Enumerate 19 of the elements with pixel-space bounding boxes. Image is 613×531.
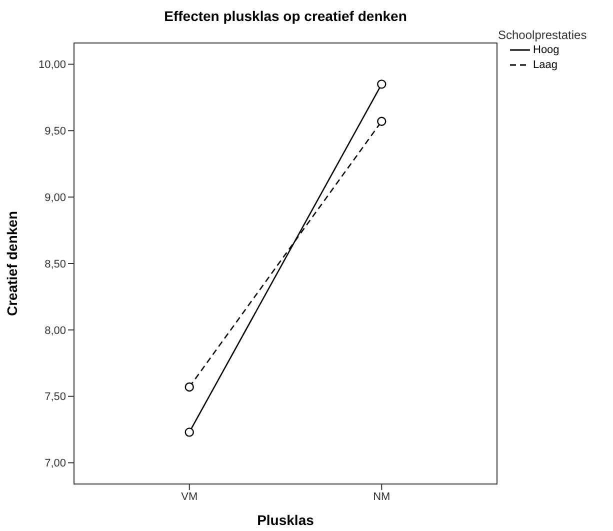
x-tick-label: NM: [373, 490, 390, 503]
point: [377, 116, 386, 126]
y-tick-label: 10,00: [38, 59, 66, 72]
point: [184, 428, 194, 437]
y-tick-label: 9,00: [44, 192, 66, 204]
chart-title: Effecten plusklas op creatief denken: [163, 8, 408, 24]
legend-title: Schoolprestaties: [498, 28, 587, 42]
point: [184, 382, 194, 392]
y-tick-label: 8,00: [44, 324, 66, 337]
y-tick-label: 8,50: [44, 258, 66, 270]
legend-label: Laag: [533, 58, 558, 70]
y-tick-label: 7,50: [44, 391, 66, 404]
y-axis-title: Creatief denken: [4, 210, 20, 316]
y-tick-label: 7,00: [44, 458, 66, 470]
point: [377, 80, 386, 89]
x-tick-label: VM: [181, 490, 198, 503]
x-axis-title: Plusklas: [257, 512, 314, 528]
legend-label: Hoog: [533, 44, 560, 56]
y-tick-label: 9,50: [44, 126, 66, 138]
